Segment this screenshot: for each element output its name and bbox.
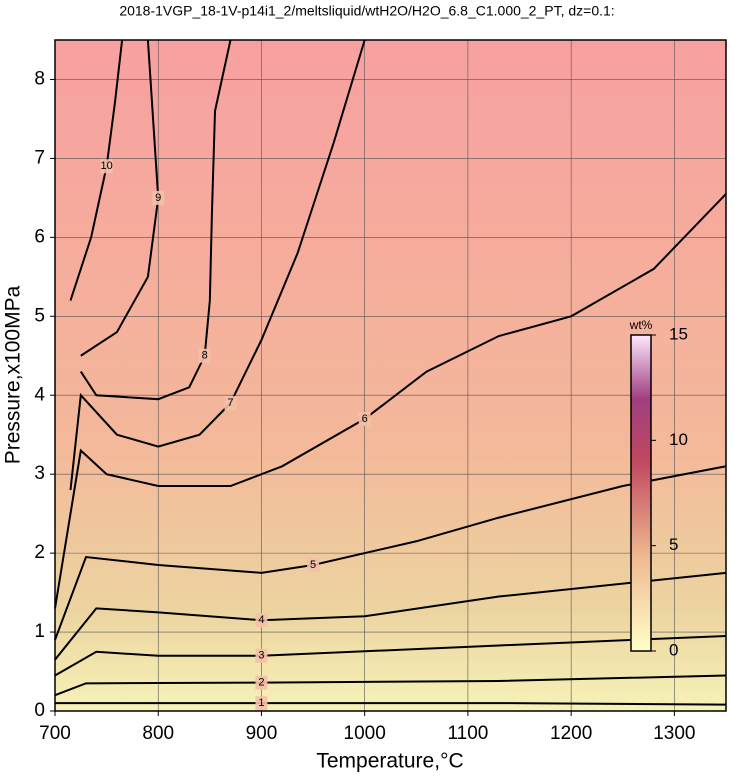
colorbar-tick-label: 5: [669, 535, 678, 554]
contour-label: 8: [202, 350, 208, 362]
y-tick-label: 3: [34, 463, 45, 484]
contour-label-bg: [255, 648, 268, 663]
y-tick-label: 2: [34, 542, 45, 563]
y-tick-label: 8: [34, 68, 45, 89]
chart-title: 2018-1VGP_18-1V-p14i1_2/meltsliquid/wtH2…: [119, 3, 614, 19]
contour-label: 6: [362, 413, 368, 425]
contour-label-bg: [198, 348, 211, 363]
y-tick-label: 1: [34, 621, 45, 642]
contour-label-bg: [224, 396, 237, 411]
contour-label-bg: [307, 557, 320, 572]
contour-line: [80, 39, 160, 357]
contour-label-bg: [100, 159, 113, 174]
contour-label: 9: [155, 192, 161, 204]
contour-label: 1: [258, 697, 264, 709]
contour-label-bg: [358, 411, 371, 426]
contour-line: [69, 39, 366, 491]
contour-label-bg: [152, 190, 165, 205]
colorbar-tick-label: 10: [669, 430, 688, 449]
colorbar-tick-label: 0: [669, 640, 678, 659]
contour-label: 3: [258, 650, 264, 662]
x-tick-label: 1200: [550, 723, 592, 744]
y-tick-label: 0: [34, 700, 45, 721]
x-axis-label: Temperature,°C: [316, 750, 463, 773]
contour-label: 2: [258, 676, 264, 688]
contour-line: [54, 193, 727, 609]
x-tick-label: 800: [142, 723, 174, 744]
x-tick-label: 1100: [447, 723, 488, 744]
y-tick-label: 4: [34, 384, 45, 405]
x-tick-label: 900: [246, 723, 278, 744]
x-tick-label: 1000: [344, 723, 386, 744]
y-axis-label: Pressure,x100MPa: [2, 285, 25, 464]
plot-background: [55, 40, 726, 711]
contour-label-bg: [255, 675, 268, 690]
colorbar-tick-label: 15: [669, 324, 688, 343]
y-tick-label: 6: [34, 226, 45, 247]
contour-line: [54, 635, 727, 677]
x-tick-label: 700: [39, 723, 71, 744]
contour-label-bg: [255, 696, 268, 711]
contour-label: 4: [258, 614, 264, 626]
contour-label: 7: [227, 397, 233, 409]
y-tick-label: 7: [34, 147, 45, 168]
frame: [54, 39, 727, 712]
contour-label: 10: [100, 160, 112, 172]
x-tick-label: 1300: [653, 723, 695, 744]
colorbar: [630, 334, 652, 652]
contour-label-bg: [255, 613, 268, 628]
colorbar-label: wt%: [629, 318, 653, 332]
contour-label: 5: [310, 559, 316, 571]
y-tick-label: 5: [34, 305, 45, 326]
